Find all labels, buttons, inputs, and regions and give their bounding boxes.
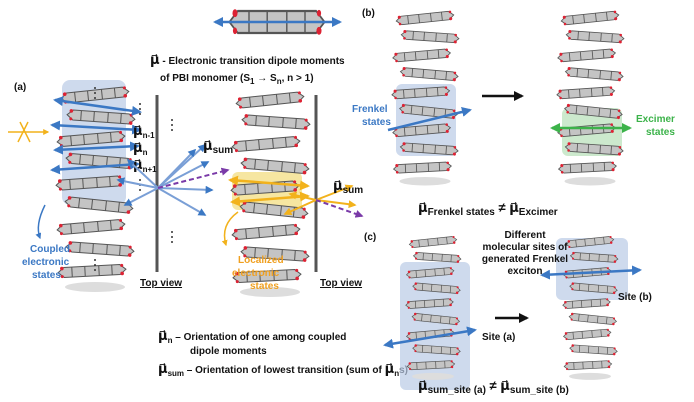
top-view-label: Top view <box>320 278 362 289</box>
site-label: Site (b) <box>618 292 652 303</box>
panel-label: (c) <box>364 232 376 243</box>
equation: μ⃗Frenkel states ≠ μ⃗Excimer <box>418 200 558 218</box>
panel-label: (b) <box>362 8 375 19</box>
dipole-label: μ⃗n <box>133 140 148 157</box>
site-label: Site (a) <box>482 332 515 343</box>
panel-label: (a) <box>14 82 26 93</box>
sum-label: μ⃗sum <box>203 138 233 156</box>
dipole-label: μ⃗n+1 <box>133 157 157 174</box>
top-view-arrows <box>118 145 212 215</box>
top-caption: of PBI monomer (S1 → Sn, n > 1) <box>160 73 314 86</box>
pbi-stack <box>557 10 625 185</box>
legend: μ⃗n – Orientation of one among coupled <box>158 328 346 345</box>
top-caption: μ⃗ - Electronic transition dipole moment… <box>150 52 345 67</box>
light-icon <box>8 122 48 142</box>
figure: μ⃗ - Electronic transition dipole moment… <box>0 0 694 402</box>
pointer <box>225 212 239 245</box>
top-view-label: Top view <box>140 278 182 289</box>
highlight <box>400 262 470 390</box>
sum-label: μ⃗sum <box>333 178 363 196</box>
pointer <box>38 205 45 238</box>
legend: μ⃗sum – Orientation of lowest transition… <box>158 361 408 378</box>
dipole-label: μ⃗n-1 <box>133 123 155 140</box>
legend: dipole moments <box>190 346 267 357</box>
